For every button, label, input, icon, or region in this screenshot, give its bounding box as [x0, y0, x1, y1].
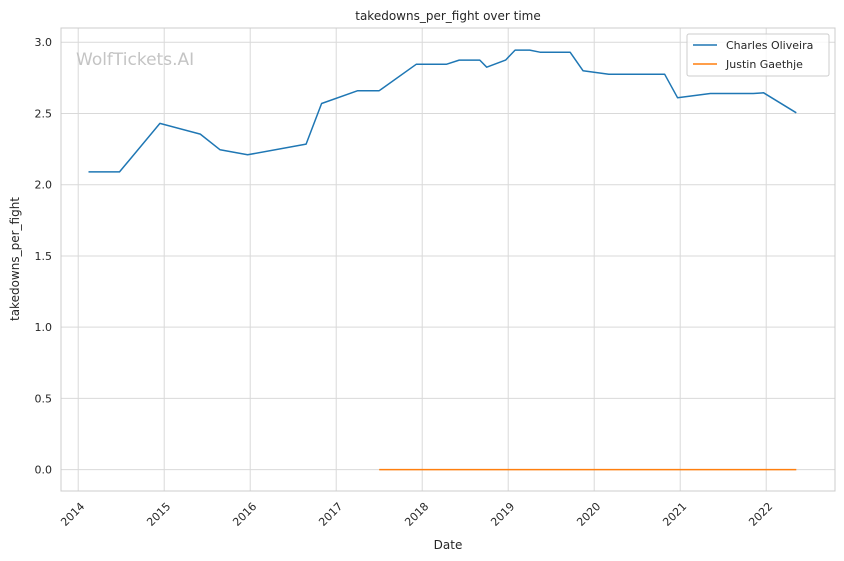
y-axis-label: takedowns_per_fight — [8, 197, 22, 321]
y-tick-label: 1.0 — [35, 321, 53, 334]
grid-lines — [61, 28, 835, 491]
x-tick-label: 2019 — [488, 500, 517, 529]
y-tick-label: 1.5 — [35, 250, 53, 263]
x-tick-label: 2015 — [144, 500, 173, 529]
legend-label-charles-oliveira: Charles Oliveira — [726, 39, 813, 52]
watermark: WolfTickets.AI — [76, 50, 194, 70]
plot-area-border — [60, 27, 836, 492]
x-tick-label: 2017 — [316, 500, 345, 529]
x-tick-label: 2021 — [660, 500, 689, 529]
y-tick-label: 0.0 — [35, 464, 53, 477]
chart-title: takedowns_per_fight over time — [355, 9, 541, 23]
x-tick-label: 2016 — [230, 500, 259, 529]
y-tick-label: 0.5 — [35, 392, 53, 405]
x-tick-label: 2022 — [746, 500, 775, 529]
legend: Charles Oliveira Justin Gaethje — [686, 33, 830, 77]
x-axis-label: Date — [434, 538, 463, 552]
series-line-charles-oliveira — [88, 49, 797, 173]
plot-area-background — [61, 28, 835, 491]
series-lines — [88, 49, 797, 471]
x-tick-label: 2018 — [402, 500, 431, 529]
x-tick-label: 2020 — [574, 500, 603, 529]
y-tick-label: 2.0 — [35, 179, 53, 192]
y-tick-label: 3.0 — [35, 36, 53, 49]
x-tick-label: 2014 — [58, 500, 87, 529]
legend-box — [686, 33, 830, 77]
legend-label-justin-gaethje: Justin Gaethje — [725, 58, 803, 71]
y-tick-label: 2.5 — [35, 107, 53, 120]
